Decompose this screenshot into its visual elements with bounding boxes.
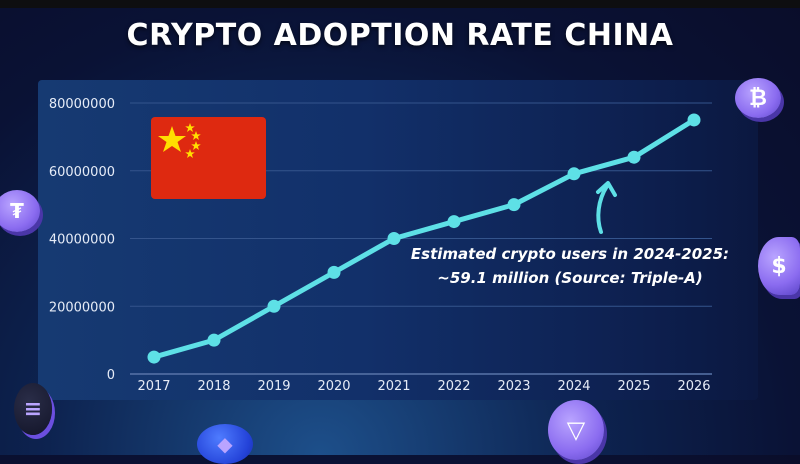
top-bar — [0, 0, 800, 8]
y-axis-ticks: 0 20000000 40000000 60000000 80000000 — [49, 97, 115, 383]
data-point — [567, 167, 581, 181]
x-tick-label: 2022 — [437, 379, 470, 394]
data-points — [147, 113, 701, 364]
x-tick-label: 2017 — [137, 379, 170, 394]
data-point — [507, 198, 521, 212]
x-tick-label: 2026 — [677, 379, 710, 394]
x-axis-ticks: 2017 2018 2019 2020 2021 2022 2023 2024 2025 2026 — [137, 379, 710, 394]
x-tick-label: 2020 — [317, 379, 350, 394]
series-line — [151, 117, 697, 360]
data-point — [447, 215, 461, 229]
data-point — [207, 333, 221, 347]
annotation-line-1: Estimated crypto users in 2024-2025: — [411, 245, 729, 263]
usdc-coin-icon: $ — [758, 237, 800, 295]
data-point — [687, 113, 701, 127]
x-tick-label: 2025 — [617, 379, 650, 394]
data-point — [147, 350, 161, 364]
bitcoin-coin-icon: ₿ — [735, 78, 781, 118]
x-tick-label: 2024 — [557, 379, 590, 394]
gridlines — [130, 102, 712, 375]
tether-coin-icon: ₮ — [0, 190, 40, 232]
y-tick-label: 20000000 — [49, 300, 115, 315]
x-tick-label: 2021 — [377, 379, 410, 394]
china-flag — [151, 117, 266, 199]
y-tick-label: 60000000 — [49, 165, 115, 180]
data-point — [327, 265, 341, 279]
tron-coin-icon: ▽ — [548, 400, 604, 460]
solana-coin-icon: ≡ — [14, 383, 52, 435]
curved-arrow-icon — [596, 181, 617, 234]
x-tick-label: 2023 — [497, 379, 530, 394]
star-icon — [191, 131, 201, 140]
page-title: CRYPTO ADOPTION RATE CHINA — [126, 18, 674, 53]
data-point — [267, 299, 281, 313]
star-icon — [191, 141, 201, 150]
x-tick-label: 2019 — [257, 379, 290, 394]
star-icon — [185, 149, 195, 158]
y-tick-label: 80000000 — [49, 97, 115, 112]
y-tick-label: 40000000 — [49, 233, 115, 248]
annotation-line-2: ~59.1 million (Source: Triple-A) — [437, 269, 702, 287]
data-point — [387, 232, 401, 245]
x-tick-label: 2018 — [197, 379, 230, 394]
star-icon — [185, 123, 195, 132]
y-tick-label: 0 — [107, 368, 115, 383]
ethereum-coin-icon: ◆ — [197, 424, 253, 464]
data-point — [627, 150, 641, 164]
star-icon — [158, 126, 186, 152]
